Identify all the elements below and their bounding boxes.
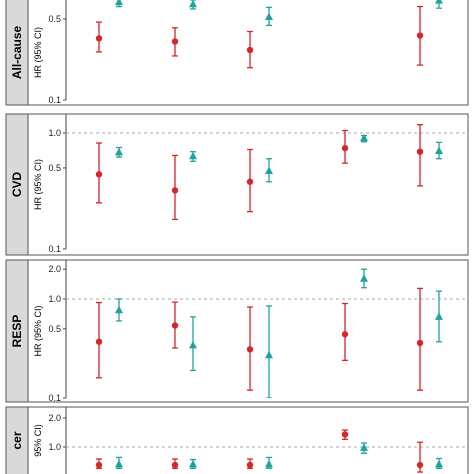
y-tick-label: 1.0 — [48, 442, 61, 452]
point-estimate-circle — [171, 461, 179, 469]
y-tick-label: 1.0 — [48, 294, 61, 304]
point-estimate-circle — [341, 431, 349, 438]
point-estimate-triangle — [115, 147, 123, 156]
panel-label: RESP — [10, 315, 24, 348]
point-estimate-circle — [416, 32, 424, 39]
y-tick-label: 1.0 — [48, 128, 61, 138]
point-estimate-triangle — [435, 146, 443, 154]
point-estimate-triangle — [360, 274, 368, 282]
data-marks — [95, 268, 443, 398]
point-estimate-circle — [95, 35, 103, 42]
point-estimate-circle — [416, 461, 424, 469]
point-estimate-circle — [95, 171, 103, 178]
point-estimate-circle — [171, 187, 179, 194]
point-estimate-circle — [95, 338, 103, 345]
y-tick-label: 2.0 — [48, 413, 61, 423]
axis-title: HR (95% CI) — [33, 159, 43, 210]
panel-label-strip — [5, 0, 29, 106]
point-estimate-triangle — [265, 12, 273, 21]
point-estimate-triangle — [189, 459, 197, 468]
y-tick-label: 0.1 — [48, 244, 61, 254]
data-marks — [95, 429, 443, 473]
point-estimate-circle — [246, 346, 254, 353]
panel-frame — [5, 113, 469, 256]
axis-title: 95% CI) — [33, 424, 43, 457]
data-marks — [95, 124, 443, 221]
point-estimate-triangle — [189, 340, 197, 349]
point-estimate-triangle — [115, 459, 123, 468]
point-estimate-triangle — [115, 305, 123, 314]
panel-label-strip — [5, 113, 29, 256]
point-estimate-circle — [171, 322, 179, 329]
y-tick-label: 0.1 — [48, 95, 61, 105]
panel-label-strip — [5, 259, 29, 403]
point-estimate-circle — [246, 46, 254, 54]
y-tick-label: 2.0 — [48, 264, 61, 274]
point-estimate-circle — [341, 331, 349, 338]
point-estimate-circle — [341, 144, 349, 152]
point-estimate-circle — [416, 148, 424, 155]
panel-cancer: cer 95% CI) 1.0 2.0 — [5, 406, 469, 474]
panel-label: cer — [10, 431, 24, 449]
point-estimate-triangle — [115, 0, 123, 6]
point-estimate-triangle — [435, 459, 443, 468]
axis-title: HR (95% CI) — [33, 305, 43, 356]
point-estimate-triangle — [435, 312, 443, 320]
axis-title: HR (95% CI) — [33, 27, 43, 78]
panel-label-strip — [5, 406, 29, 474]
y-tick-label: 0.5 — [48, 14, 61, 24]
point-estimate-triangle — [265, 459, 273, 468]
point-estimate-triangle — [435, 0, 443, 4]
point-estimate-circle — [246, 461, 254, 469]
point-estimate-circle — [171, 38, 179, 45]
panel-resp: RESP HR (95% CI) 0.1 0.5 1.0 2.0 — [5, 259, 469, 403]
point-estimate-triangle — [360, 443, 368, 451]
panel-cvd: CVD HR (95% CI) 0.1 0.5 1.0 — [5, 113, 469, 256]
point-estimate-triangle — [360, 133, 368, 142]
panel-frame — [5, 0, 469, 106]
data-marks — [95, 0, 443, 69]
panel-all-cause: All-cause HR (95% CI) 0.1 0.5 — [5, 0, 469, 106]
panel-label: All-cause — [10, 25, 24, 79]
panel-label: CVD — [10, 172, 24, 198]
panel-frame — [5, 406, 469, 474]
point-estimate-circle — [416, 339, 424, 347]
point-estimate-circle — [95, 461, 103, 469]
y-tick-label: 0.5 — [48, 324, 61, 334]
y-tick-label: 0.5 — [48, 163, 61, 173]
point-estimate-triangle — [265, 350, 273, 359]
point-estimate-triangle — [189, 151, 197, 160]
panel-frame — [5, 259, 469, 403]
point-estimate-circle — [246, 178, 254, 185]
y-tick-label: 0.1 — [48, 393, 61, 403]
point-estimate-triangle — [189, 0, 197, 8]
point-estimate-triangle — [265, 166, 273, 175]
